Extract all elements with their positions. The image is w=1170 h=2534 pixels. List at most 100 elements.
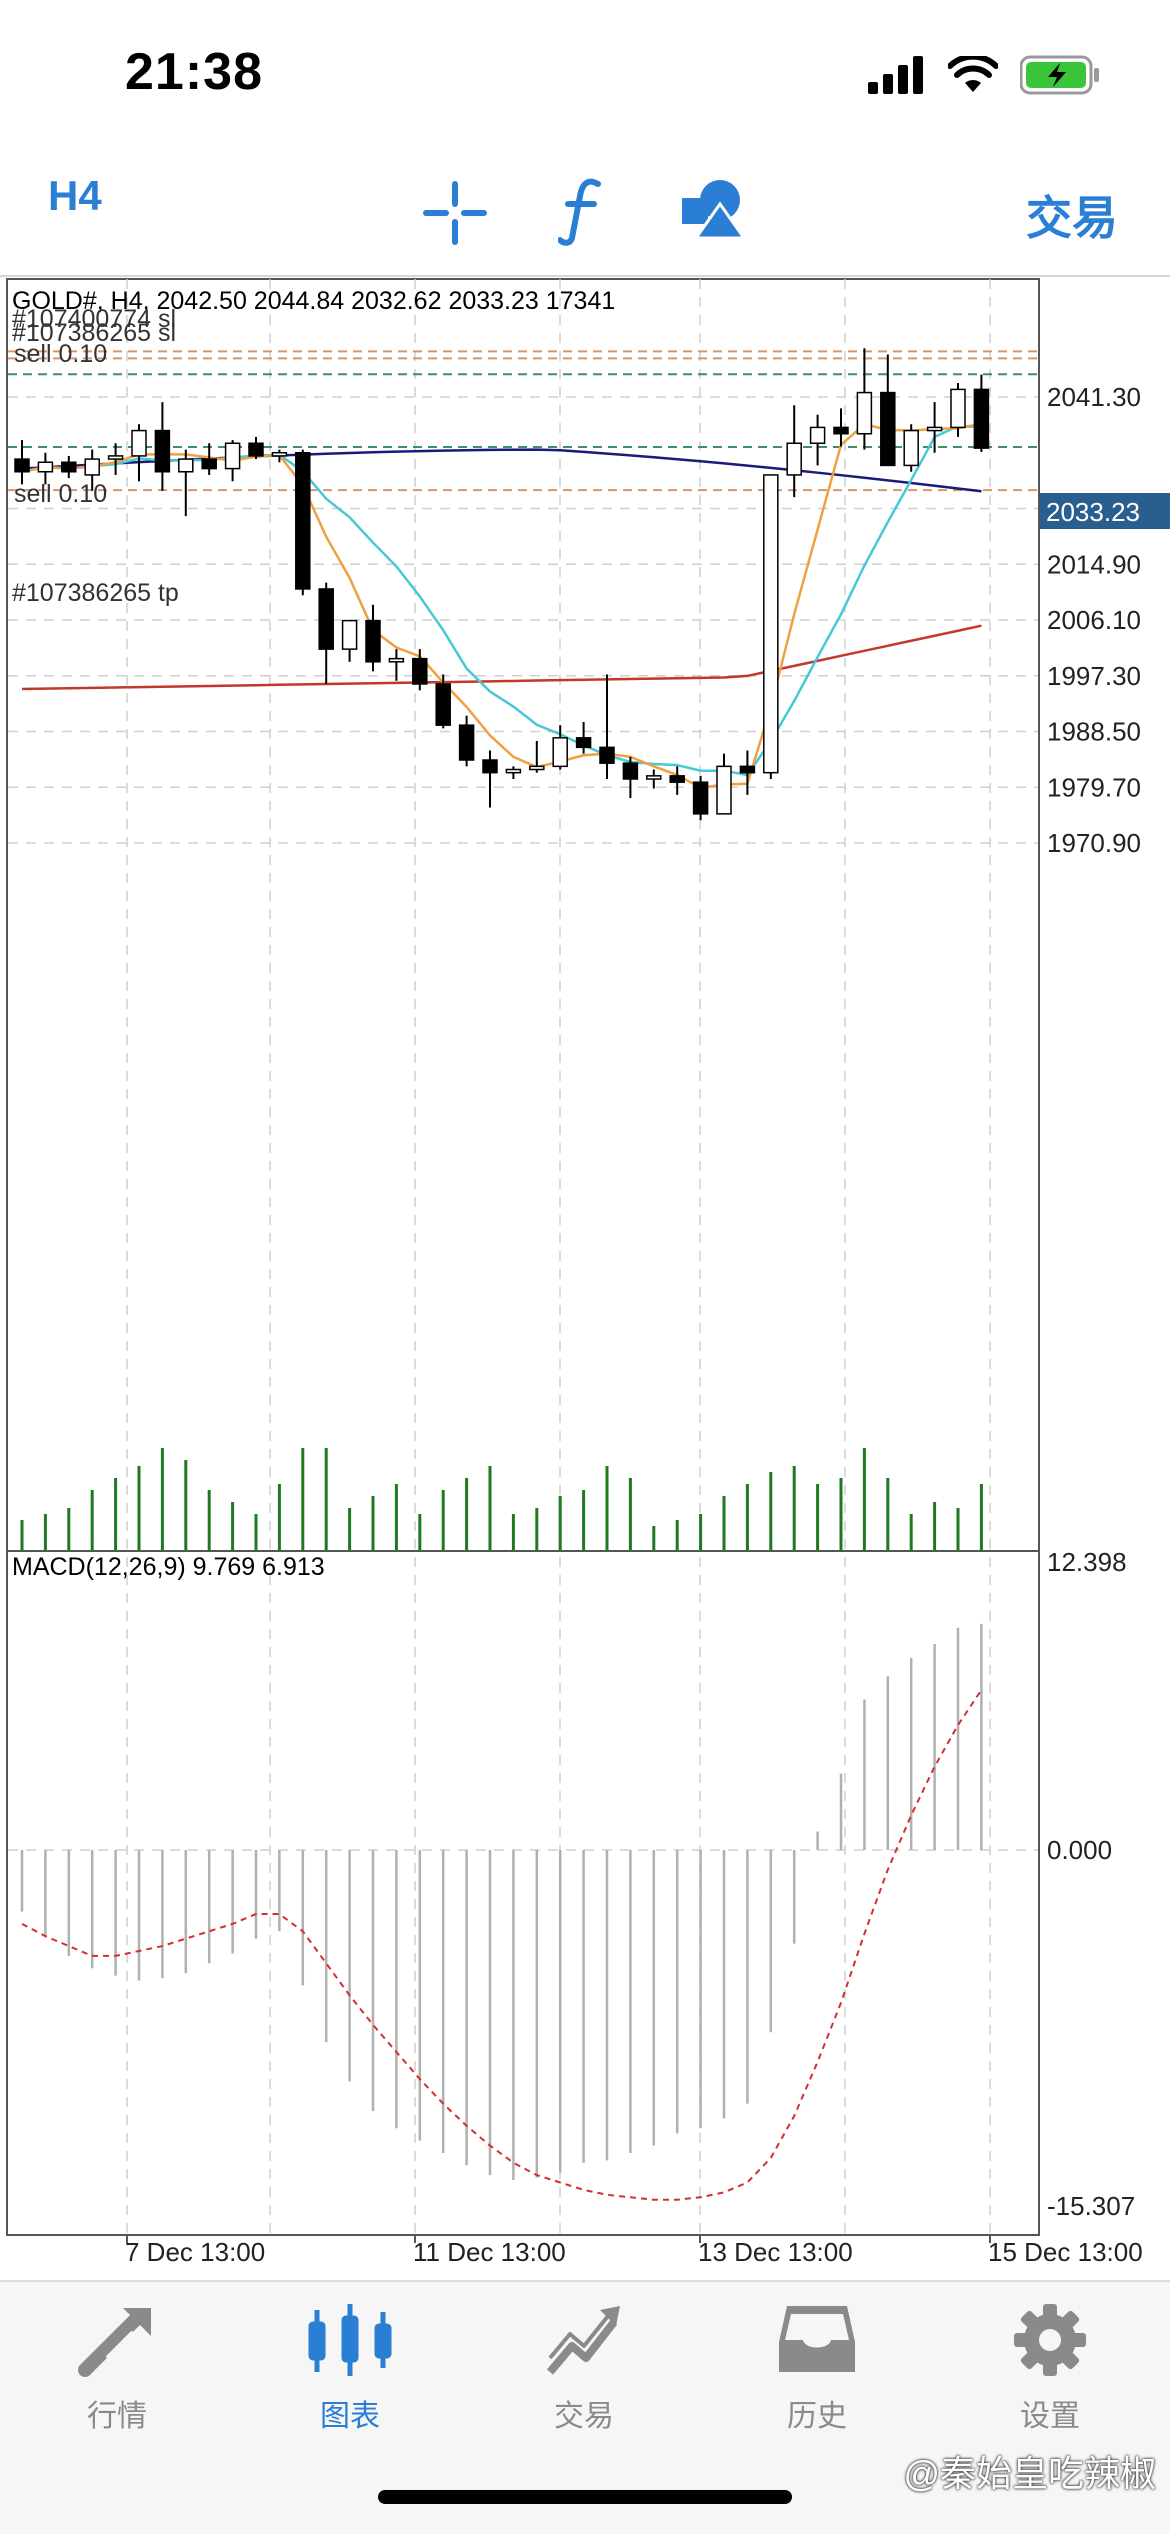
signal-icon <box>868 56 923 94</box>
chart-info-line: GOLD#, H4, 2042.50 2044.84 2032.62 2033.… <box>12 287 615 315</box>
watermark: @秦始皇吃辣椒 <box>903 2453 1156 2494</box>
candle-bull <box>950 388 966 429</box>
time-tick-label: 15 Dec 13:00 <box>988 2237 1143 2267</box>
macd-tick-label: 0.000 <box>1047 1835 1112 1865</box>
ma-fast-line <box>21 422 982 790</box>
chart-toolbar: H4 交易 <box>0 150 1170 277</box>
candle-bear <box>318 588 334 650</box>
tab-history-label: 历史 <box>787 2400 847 2433</box>
candle-bear <box>599 746 615 764</box>
volume-bars <box>20 1448 983 1550</box>
candle-bear <box>973 388 990 449</box>
candle-bear <box>692 781 709 815</box>
candle-bear <box>61 461 77 473</box>
candle-bull <box>529 765 545 771</box>
macd-label: MACD(12,26,9) 9.769 6.913 <box>12 1553 325 1581</box>
candles <box>14 348 990 821</box>
battery-charging-icon <box>1020 55 1099 95</box>
candle-bull <box>856 391 873 435</box>
status-time: 21:38 <box>125 43 263 101</box>
candle-bear <box>575 737 592 749</box>
candle-bear <box>880 391 896 467</box>
price-tick-label: 2006.10 <box>1047 605 1141 635</box>
tab-settings[interactable]: 设置 <box>950 2302 1150 2435</box>
tab-quotes-label: 行情 <box>87 2400 147 2433</box>
order-label-tp: #107386265 tp <box>12 579 179 607</box>
candle-bull <box>178 458 194 473</box>
price-axis: 2041.302023.702014.902006.101997.301988.… <box>1047 382 1141 2221</box>
candle-bull <box>107 455 124 460</box>
home-indicator <box>378 2490 792 2504</box>
candle-bull <box>552 737 568 768</box>
price-tick-label: 1979.70 <box>1047 772 1141 802</box>
tab-chart[interactable]: 图表 <box>250 2302 450 2435</box>
candle-bull <box>903 429 919 467</box>
time-axis: 7 Dec 13:00 11 Dec 13:00 13 Dec 13:00 15 De… <box>125 2235 1143 2267</box>
price-tick-label: 2014.90 <box>1047 549 1141 579</box>
macd-tick-label: -15.307 <box>1047 2191 1135 2221</box>
candle-bear <box>739 765 756 774</box>
inbox-icon <box>779 2306 855 2372</box>
candle-bull <box>763 474 779 774</box>
candle-bull <box>131 429 147 457</box>
macd-panel <box>8 1623 1038 2201</box>
tab-bar: 行情 图表 交易 历史 <box>0 2280 1170 2534</box>
order-label-sell-2: sell 0.10 <box>14 480 107 508</box>
candle-bear <box>435 683 451 726</box>
macd-tick-label: 12.398 <box>1047 1547 1127 1577</box>
chart-frame <box>6 278 1040 2236</box>
candle-bear <box>365 619 381 663</box>
candle-bear <box>458 724 475 761</box>
trade-button[interactable]: 交易 <box>1026 192 1118 244</box>
candle-bull <box>926 426 943 432</box>
price-tick-label: 1997.30 <box>1047 661 1141 691</box>
price-tick-label: 2041.30 <box>1047 382 1141 412</box>
tab-trade[interactable]: 交易 <box>484 2302 684 2435</box>
macd-signal-line <box>21 1689 983 2201</box>
tab-quotes[interactable]: 行情 <box>17 2302 217 2435</box>
candle-bear <box>295 452 311 590</box>
quotes-arrows-icon <box>78 2308 151 2377</box>
candle-bull <box>388 657 405 663</box>
status-bar: 21:38 <box>0 0 1170 150</box>
candle-bull <box>37 461 54 473</box>
candle-bull <box>505 768 522 774</box>
candle-bear <box>412 657 428 685</box>
chart-labels: GOLD#, H4, 2042.50 2044.84 2032.62 2033.… <box>12 287 615 1581</box>
tab-history[interactable]: 历史 <box>717 2302 917 2435</box>
order-label-sell-1: sell 0.10 <box>14 340 107 368</box>
candle-bull <box>341 619 358 650</box>
candle-bull <box>84 458 100 476</box>
candle-bear <box>201 458 217 470</box>
candle-bull <box>224 442 241 470</box>
candle-bear <box>833 426 849 435</box>
candle-bull <box>271 452 288 457</box>
wifi-icon <box>948 56 998 92</box>
gear-icon <box>1014 2304 1086 2376</box>
timeframe-button[interactable]: H4 <box>48 172 102 219</box>
candle-bull <box>809 426 826 444</box>
candle-bull <box>786 442 802 476</box>
current-price-marker: 2033.23 <box>1040 493 1170 529</box>
chart-area[interactable]: 2041.302023.702014.902006.101997.301988.… <box>0 277 1170 2275</box>
price-tick-label: 1988.50 <box>1047 717 1141 747</box>
time-tick-label: 13 Dec 13:00 <box>698 2237 853 2267</box>
candle-bull <box>646 775 662 780</box>
time-tick-label: 7 Dec 13:00 <box>125 2237 265 2267</box>
objects-icon[interactable] <box>680 178 746 240</box>
candle-bull <box>716 765 732 815</box>
crosshair-icon[interactable] <box>422 180 488 246</box>
status-icons <box>868 55 1100 95</box>
function-icon[interactable] <box>558 176 608 246</box>
candlestick-icon <box>308 2304 392 2376</box>
order-label-sl-1: #107400774 sl <box>12 305 176 333</box>
candle-bear <box>622 762 639 780</box>
candle-bear <box>14 458 30 473</box>
price-tick-label: 1970.90 <box>1047 828 1141 858</box>
candle-bear <box>669 775 685 783</box>
tab-settings-label: 设置 <box>1020 2400 1080 2433</box>
candle-bear <box>482 759 498 774</box>
order-label-sl-2: #107386265 sl <box>12 319 176 347</box>
tab-trade-label: 交易 <box>554 2400 614 2433</box>
price-chart[interactable]: 2041.302023.702014.902006.101997.301988.… <box>0 277 1170 2275</box>
